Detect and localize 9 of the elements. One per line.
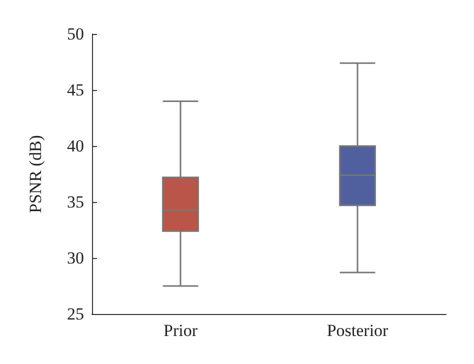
y-tick-label: 45 [67, 80, 84, 100]
x-tick-label: Posterior [326, 321, 389, 340]
x-tick-label: Prior [164, 321, 198, 340]
y-tick-label: 30 [67, 248, 84, 268]
y-tick-label: 40 [67, 136, 84, 156]
y-tick-label: 35 [67, 192, 84, 212]
y-tick-label: 50 [67, 24, 84, 44]
y-tick-label: 25 [67, 304, 84, 324]
y-axis-title: PSNR (dB) [26, 135, 45, 213]
